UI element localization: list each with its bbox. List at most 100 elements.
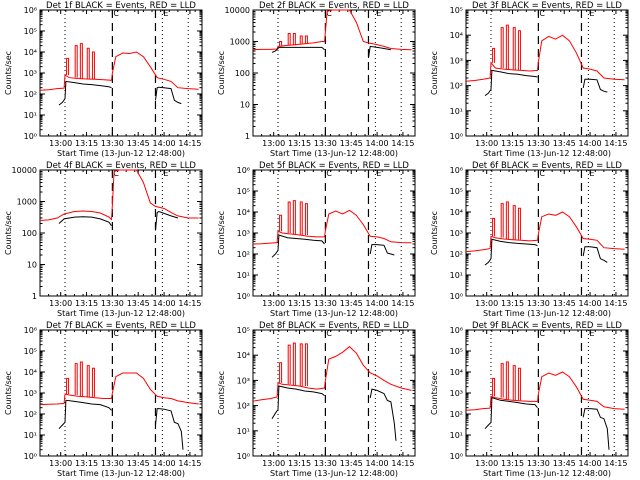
y-tick-label: 10⁴: [237, 208, 250, 217]
series-lld-spike: [279, 214, 283, 232]
series-lld-spike: [74, 363, 78, 396]
x-tick-label: 14:15: [391, 459, 414, 468]
x-tick-label: 13:30: [314, 139, 337, 148]
series-lld-spike: [287, 32, 291, 46]
interval-marker-label: C: [539, 169, 545, 178]
interval-marker-label: C: [113, 9, 119, 18]
y-tick-label: 10⁰: [237, 292, 250, 301]
x-tick-label: 14:00: [579, 459, 602, 468]
y-tick-label: 10: [27, 261, 37, 270]
y-tick-label: 10⁰: [450, 452, 463, 461]
x-tick-label: 14:00: [153, 139, 176, 148]
interval-marker-label: E: [589, 329, 594, 338]
x-axis-label: Start Time (13-Jun-12 12:48:00): [483, 149, 611, 158]
x-tick-label: 14:15: [391, 139, 414, 148]
y-tick-label: 10⁴: [24, 48, 37, 57]
x-tick-label: 13:00: [262, 299, 285, 308]
y-tick-label: 1: [245, 132, 250, 141]
y-tick-label: 10000: [225, 6, 250, 15]
x-axis-label: Start Time (13-Jun-12 12:48:00): [483, 309, 611, 318]
series-lld-spike: [287, 344, 291, 385]
series-lld-spike: [512, 205, 516, 240]
x-tick-label: 13:45: [340, 459, 363, 468]
y-tick-label: 10⁵: [450, 187, 463, 196]
x-tick-label: 14:15: [178, 459, 201, 468]
y-tick-label: 10³: [237, 229, 250, 238]
x-tick-label: 13:30: [101, 459, 124, 468]
series-lld-spike: [86, 365, 90, 397]
y-tick-label: 10⁰: [24, 132, 37, 141]
series-lld-line: [252, 209, 412, 245]
y-tick-label: 10⁴: [24, 368, 37, 377]
panel-title: Det 1f BLACK = Events, RED = LLD: [46, 1, 196, 11]
y-tick-label: 10²: [237, 250, 250, 259]
y-tick-label: 10⁶: [24, 6, 37, 15]
series-lld-spike: [91, 367, 95, 397]
y-tick-label: 10²: [450, 250, 463, 259]
y-axis-label: Counts/sec: [217, 211, 226, 255]
y-tick-label: 10¹: [24, 111, 37, 120]
series-lld-line: [39, 372, 199, 406]
interval-marker-label: E: [163, 169, 168, 178]
series-lld-spike: [304, 343, 308, 386]
series-lld-spike: [299, 35, 303, 45]
x-tick-label: 13:00: [475, 459, 498, 468]
y-tick-label: 10³: [24, 69, 37, 78]
x-tick-label: 14:00: [366, 459, 389, 468]
x-tick-label: 14:15: [178, 299, 201, 308]
y-tick-label: 10⁰: [450, 132, 463, 141]
y-tick-label: 10⁴: [237, 351, 250, 360]
x-tick-label: 14:00: [153, 459, 176, 468]
x-tick-label: 13:45: [127, 299, 150, 308]
y-axis-label: Counts/sec: [430, 371, 439, 415]
series-events-line: [271, 234, 395, 258]
series-events-line: [58, 80, 182, 106]
y-tick-label: 10000: [12, 166, 37, 175]
series-lld-line: [39, 51, 199, 91]
y-axis-label: Counts/sec: [4, 51, 13, 95]
x-tick-label: 13:15: [75, 299, 98, 308]
plot-frame: [465, 169, 629, 297]
series-lld-spike: [492, 377, 496, 397]
y-axis-label: Counts/sec: [4, 211, 13, 255]
x-axis-label: Start Time (13-Jun-12 12:48:00): [57, 469, 185, 478]
series-lld-spike: [279, 362, 283, 383]
x-tick-label: 14:15: [604, 139, 627, 148]
x-tick-label: 14:00: [579, 139, 602, 148]
y-tick-label: 10¹: [450, 271, 463, 280]
series-lld-spike: [500, 27, 504, 68]
series-lld-spike: [500, 203, 504, 238]
series-events-line: [484, 69, 608, 97]
series-lld-spike: [66, 377, 70, 394]
y-tick-label: 10⁰: [24, 452, 37, 461]
series-lld-line: [252, 9, 412, 51]
series-lld-line: [465, 211, 625, 253]
panel-det-2: Det 2f BLACK = Events, RED = LLD 1 10 100 10…: [217, 1, 416, 158]
x-tick-label: 13:30: [527, 139, 550, 148]
y-tick-label: 10²: [237, 402, 250, 411]
x-axis-label: Start Time (13-Jun-12 12:48:00): [57, 309, 185, 318]
series-lld-spike: [505, 361, 509, 400]
x-tick-label: 13:30: [314, 299, 337, 308]
plot-frame: [465, 329, 629, 457]
y-axis-label: Counts/sec: [217, 51, 226, 95]
series-lld-spike: [492, 217, 496, 237]
y-axis-label: Counts/sec: [217, 371, 226, 415]
plot-frame: [39, 9, 203, 137]
series-lld-spike: [304, 35, 308, 44]
y-tick-label: 10¹: [237, 427, 250, 436]
interval-marker-label: E: [589, 9, 594, 18]
y-tick-label: 10⁰: [450, 292, 463, 301]
interval-marker-label: C: [326, 169, 332, 178]
x-tick-label: 13:15: [288, 459, 311, 468]
x-tick-label: 13:30: [101, 139, 124, 148]
interval-marker-label: C: [113, 329, 119, 338]
panel-title: Det 4f BLACK = Events, RED = LLD: [46, 161, 196, 171]
x-tick-label: 14:00: [366, 299, 389, 308]
panel-det-6: Det 6f BLACK = Events, RED = LLD 10⁰ 10¹ 10…: [430, 161, 629, 318]
panel-det-7: Det 7f BLACK = Events, RED = LLD 10⁰ 10¹ 10…: [4, 321, 203, 478]
y-tick-label: 10³: [237, 376, 250, 385]
x-tick-label: 13:15: [501, 139, 524, 148]
series-lld-spike: [492, 47, 496, 63]
series-lld-spike: [292, 200, 296, 234]
